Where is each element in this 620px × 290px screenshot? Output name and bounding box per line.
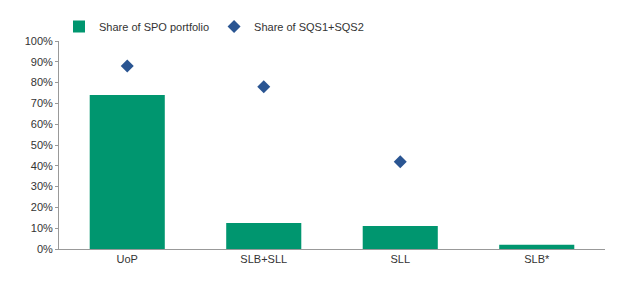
svg-text:90%: 90% [31, 56, 53, 68]
svg-text:Share of SPO portfolio: Share of SPO portfolio [99, 21, 209, 33]
svg-text:30%: 30% [31, 180, 53, 192]
svg-text:10%: 10% [31, 222, 53, 234]
svg-text:70%: 70% [31, 97, 53, 109]
svg-text:100%: 100% [25, 35, 53, 47]
svg-text:40%: 40% [31, 160, 53, 172]
svg-text:UoP: UoP [117, 253, 138, 265]
svg-text:Share of SQS1+SQS2: Share of SQS1+SQS2 [254, 21, 364, 33]
svg-text:60%: 60% [31, 118, 53, 130]
svg-text:50%: 50% [31, 139, 53, 151]
svg-text:20%: 20% [31, 201, 53, 213]
svg-text:SLB*: SLB* [524, 253, 550, 265]
svg-text:80%: 80% [31, 76, 53, 88]
svg-text:0%: 0% [37, 243, 53, 255]
svg-text:SLL: SLL [390, 253, 410, 265]
svg-text:SLB+SLL: SLB+SLL [240, 253, 287, 265]
